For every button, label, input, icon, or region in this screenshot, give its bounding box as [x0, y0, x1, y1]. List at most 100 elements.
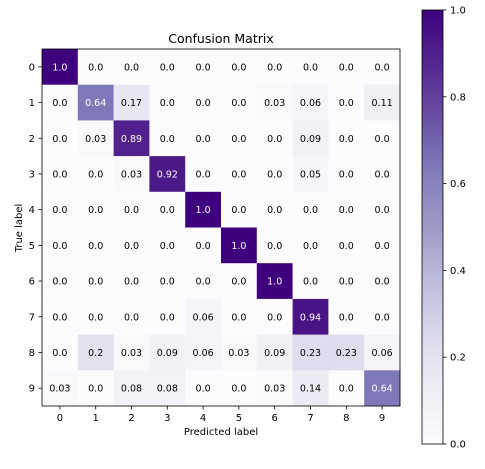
cell-value-label: 0.92 [157, 169, 178, 180]
heatmap-cell [364, 227, 401, 264]
heatmap-cell [364, 49, 401, 85]
cell-value-label: 0.06 [372, 348, 393, 359]
colorbar-tick-label: 0.0 [450, 440, 466, 451]
cell-value-label: 0.03 [264, 384, 285, 395]
heatmap-cell [292, 298, 329, 335]
cell-value-label: 0.0 [160, 205, 175, 216]
heatmap-cell [149, 49, 186, 85]
y-tick-label: 3 [29, 169, 35, 180]
heatmap-cell [328, 334, 365, 371]
heatmap-cell [149, 120, 186, 157]
cell-value-label: 0.03 [228, 348, 249, 359]
cell-value-label: 0.0 [160, 277, 175, 288]
cell-value-label: 1.0 [52, 62, 67, 73]
cell-value-label: 0.0 [52, 98, 67, 109]
cell-value-label: 0.0 [339, 312, 354, 323]
colorbar-tick-label: 0.2 [450, 353, 466, 364]
x-tick-label: 2 [128, 413, 134, 424]
x-tick-label: 6 [272, 413, 278, 424]
cell-value-label: 0.0 [267, 62, 282, 73]
cell-value-label: 0.64 [85, 98, 106, 109]
heatmap-cell [149, 298, 186, 335]
cell-value-label: 0.89 [121, 134, 142, 145]
heatmap-cell [221, 156, 258, 193]
cell-value-label: 0.09 [264, 348, 285, 359]
heatmap-cell [185, 191, 222, 228]
cell-value-label: 0.0 [52, 312, 67, 323]
cell-value-label: 0.0 [375, 134, 390, 145]
heatmap-cell [364, 191, 401, 228]
x-axis-label: Predicted label [184, 427, 258, 438]
y-tick-label: 9 [29, 384, 35, 395]
heatmap-cell [42, 227, 79, 264]
heatmap-cell [42, 49, 79, 85]
cell-value-label: 0.08 [157, 384, 178, 395]
cell-value-label: 0.0 [231, 134, 246, 145]
colorbar [421, 9, 444, 445]
cell-value-label: 0.05 [300, 169, 321, 180]
heatmap-cell [185, 227, 222, 264]
heatmap-cell [292, 84, 329, 121]
cell-value-label: 1.0 [267, 277, 282, 288]
cell-value-label: 0.0 [339, 384, 354, 395]
heatmap-cell [185, 120, 222, 157]
x-tick-label: 9 [379, 413, 385, 424]
cell-value-label: 0.0 [339, 277, 354, 288]
cell-value-label: 0.0 [339, 134, 354, 145]
heatmap-cell [77, 156, 114, 193]
heatmap-cell [42, 334, 79, 371]
heatmap-cell [328, 227, 365, 264]
y-tick-label: 1 [29, 98, 35, 109]
cell-value-label: 0.0 [52, 134, 67, 145]
heatmap-cell [149, 191, 186, 228]
heatmap-cell [221, 263, 258, 300]
cell-value-label: 0.0 [339, 169, 354, 180]
heatmap-cell [256, 120, 293, 157]
heatmap-cell [292, 263, 329, 300]
heatmap-cell [221, 84, 258, 121]
heatmap-cell [256, 263, 293, 300]
heatmap-cell [185, 49, 222, 85]
cell-value-label: 0.23 [336, 348, 357, 359]
heatmap-cell [256, 84, 293, 121]
cell-value-label: 0.0 [231, 98, 246, 109]
cell-value-label: 0.0 [375, 241, 390, 252]
plot-frame [41, 48, 401, 407]
heatmap-cell-labels: 1.0 0.0 0.0 0.0 0.0 0.0 0.0 0.0 0.0 0.0 0.0 0.64 0.1… [49, 62, 392, 394]
cell-value-label: 0.0 [303, 241, 318, 252]
heatmap-cell [113, 191, 150, 228]
heatmap-cell [364, 370, 401, 407]
heatmap-cell [185, 370, 222, 407]
cell-value-label: 0.06 [300, 98, 321, 109]
heatmap-cell [364, 120, 401, 157]
heatmap-cell [185, 156, 222, 193]
heatmap-cell [328, 298, 365, 335]
cell-value-label: 0.0 [160, 62, 175, 73]
cell-value-label: 0.0 [88, 205, 103, 216]
heatmap-cell [113, 334, 150, 371]
heatmap-cell [328, 370, 365, 407]
heatmap-cell [292, 334, 329, 371]
heatmap-cell [328, 191, 365, 228]
colorbar-tick-label: 0.8 [450, 92, 466, 103]
cell-value-label: 0.0 [124, 277, 139, 288]
cell-value-label: 0.0 [231, 312, 246, 323]
heatmap-cell [77, 120, 114, 157]
cell-value-label: 0.0 [88, 241, 103, 252]
cell-value-label: 0.0 [52, 205, 67, 216]
heatmap-cell [77, 370, 114, 407]
cell-value-label: 0.06 [193, 348, 214, 359]
x-tick-label: 4 [200, 413, 206, 424]
heatmap-cell [42, 84, 79, 121]
cell-value-label: 0.0 [88, 312, 103, 323]
cell-value-label: 0.06 [193, 312, 214, 323]
heatmap-cell [42, 298, 79, 335]
cell-value-label: 0.0 [124, 241, 139, 252]
heatmap-cell [221, 298, 258, 335]
heatmap-cell [113, 120, 150, 157]
heatmap-cell [364, 263, 401, 300]
cell-value-label: 0.0 [303, 277, 318, 288]
heatmap-cell [221, 370, 258, 407]
heatmap-cell [328, 84, 365, 121]
